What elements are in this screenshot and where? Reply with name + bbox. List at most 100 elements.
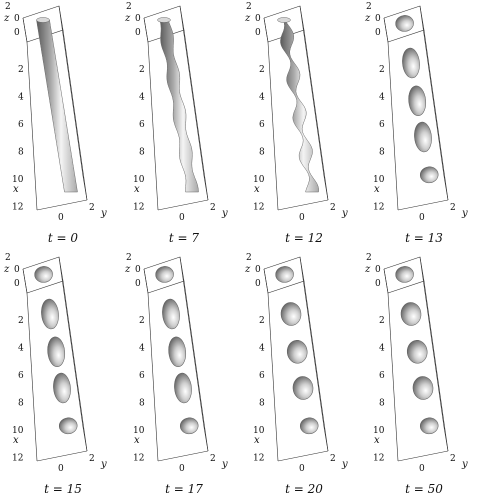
thread-top-cap <box>157 17 171 23</box>
liquid-thread <box>159 19 199 193</box>
z-axis-label: z <box>124 13 131 24</box>
x-tick-label: 0 <box>14 28 20 38</box>
x-tick-label: 6 <box>379 371 385 381</box>
caption-text: t = 15 <box>44 482 82 496</box>
y-tick-label: 2 <box>89 454 95 464</box>
droplet <box>275 266 294 283</box>
x-tick-label: 6 <box>139 120 145 130</box>
z-axis-label: z <box>244 13 251 24</box>
x-tick-label: 2 <box>259 316 265 326</box>
x-tick-label: 6 <box>139 371 145 381</box>
y-tick-label: 2 <box>330 454 336 464</box>
panel-1: 2 z 0 0 2 4 6 8 10 12 x 0 2 y t = 0 <box>3 0 123 248</box>
bounding-box <box>383 5 449 211</box>
y-tick-label: 2 <box>210 203 216 213</box>
droplet <box>292 376 314 400</box>
bounding-box <box>263 256 329 462</box>
thread-top-cap <box>36 17 50 23</box>
caption-text: t = 7 <box>168 231 200 245</box>
x-tick-label: 0 <box>375 279 381 289</box>
caption-text: t = 12 <box>285 231 323 245</box>
droplet <box>286 340 308 364</box>
y-tick-label: 2 <box>450 454 456 464</box>
x-axis-label: x <box>254 184 260 195</box>
x-tick-label: 4 <box>139 93 145 103</box>
bounding-box <box>143 256 209 462</box>
x-tick-label: 2 <box>18 65 24 75</box>
x-tick-label: 0 <box>255 28 261 38</box>
x-tick-label: 12 <box>253 203 264 213</box>
x-tick-label: 10 <box>373 426 385 436</box>
x-tick-label: 8 <box>139 399 145 409</box>
y-axis-label: y <box>221 459 228 470</box>
y-axis-label: y <box>341 208 348 219</box>
y-tick-label: 2 <box>89 203 95 213</box>
x-axis-label: x <box>13 184 19 195</box>
x-tick-label: 4 <box>139 344 145 354</box>
panel-caption: t = 12 <box>244 231 364 245</box>
z-tick-label: 2 <box>246 2 252 12</box>
z-tick-label: 2 <box>246 253 252 263</box>
droplet <box>400 302 422 326</box>
x-tick-label: 8 <box>18 399 24 409</box>
x-tick-label: 6 <box>18 371 24 381</box>
x-tick-label: 10 <box>12 175 24 185</box>
x-tick-label: 6 <box>259 371 265 381</box>
z-axis-label: z <box>3 13 10 24</box>
liquid-thread <box>280 19 319 193</box>
x-tick-label: 2 <box>259 65 265 75</box>
caption-text: t = 13 <box>405 231 443 245</box>
y-tick-label: 0 <box>58 464 64 474</box>
liquid-thread <box>36 19 78 193</box>
droplet <box>155 266 174 283</box>
x-tick-label: 6 <box>259 120 265 130</box>
panel-3: 2 z 0 0 2 4 6 8 10 12 x 0 2 y t = 12 <box>244 0 364 248</box>
panel-8: 2 z 0 0 2 4 6 8 10 12 x 0 2 y t = 50 <box>364 251 483 499</box>
x-tick-label: 12 <box>373 203 384 213</box>
droplet <box>406 340 428 364</box>
bounding-box <box>22 5 88 211</box>
z-tick-label: 0 <box>14 14 20 24</box>
x-axis-label: x <box>254 435 260 446</box>
y-tick-label: 0 <box>179 213 185 223</box>
x-tick-label: 8 <box>379 148 385 158</box>
y-tick-label: 0 <box>58 213 64 223</box>
y-axis-label: y <box>100 208 107 219</box>
droplet <box>58 417 78 435</box>
x-tick-label: 4 <box>18 93 24 103</box>
panel-4: 2 z 0 0 2 4 6 8 10 12 x 0 2 y t = 13 <box>364 0 483 248</box>
droplet <box>412 376 434 400</box>
z-tick-label: 2 <box>126 253 132 263</box>
droplet <box>402 47 420 79</box>
x-tick-label: 10 <box>373 175 385 185</box>
panel-caption: t = 15 <box>3 482 123 496</box>
z-axis-label: z <box>364 264 371 275</box>
panel-caption: t = 20 <box>244 482 364 496</box>
x-tick-label: 8 <box>379 399 385 409</box>
x-tick-label: 10 <box>253 426 265 436</box>
droplet <box>47 336 66 368</box>
x-tick-label: 4 <box>259 93 265 103</box>
x-tick-label: 4 <box>379 93 385 103</box>
x-axis-label: x <box>374 435 380 446</box>
x-tick-label: 4 <box>259 344 265 354</box>
x-tick-label: 12 <box>253 454 264 464</box>
droplet <box>414 121 432 153</box>
z-axis-label: z <box>124 264 131 275</box>
x-tick-label: 12 <box>373 454 384 464</box>
panel-2: 2 z 0 0 2 4 6 8 10 12 x 0 2 y t = 7 <box>124 0 244 248</box>
x-tick-label: 12 <box>133 203 144 213</box>
x-tick-label: 10 <box>12 426 24 436</box>
droplet <box>162 298 180 330</box>
x-axis-label: x <box>134 435 140 446</box>
droplet <box>174 372 192 404</box>
x-tick-label: 4 <box>18 344 24 354</box>
droplet <box>168 336 187 368</box>
x-tick-label: 0 <box>14 279 20 289</box>
droplet <box>419 417 439 435</box>
